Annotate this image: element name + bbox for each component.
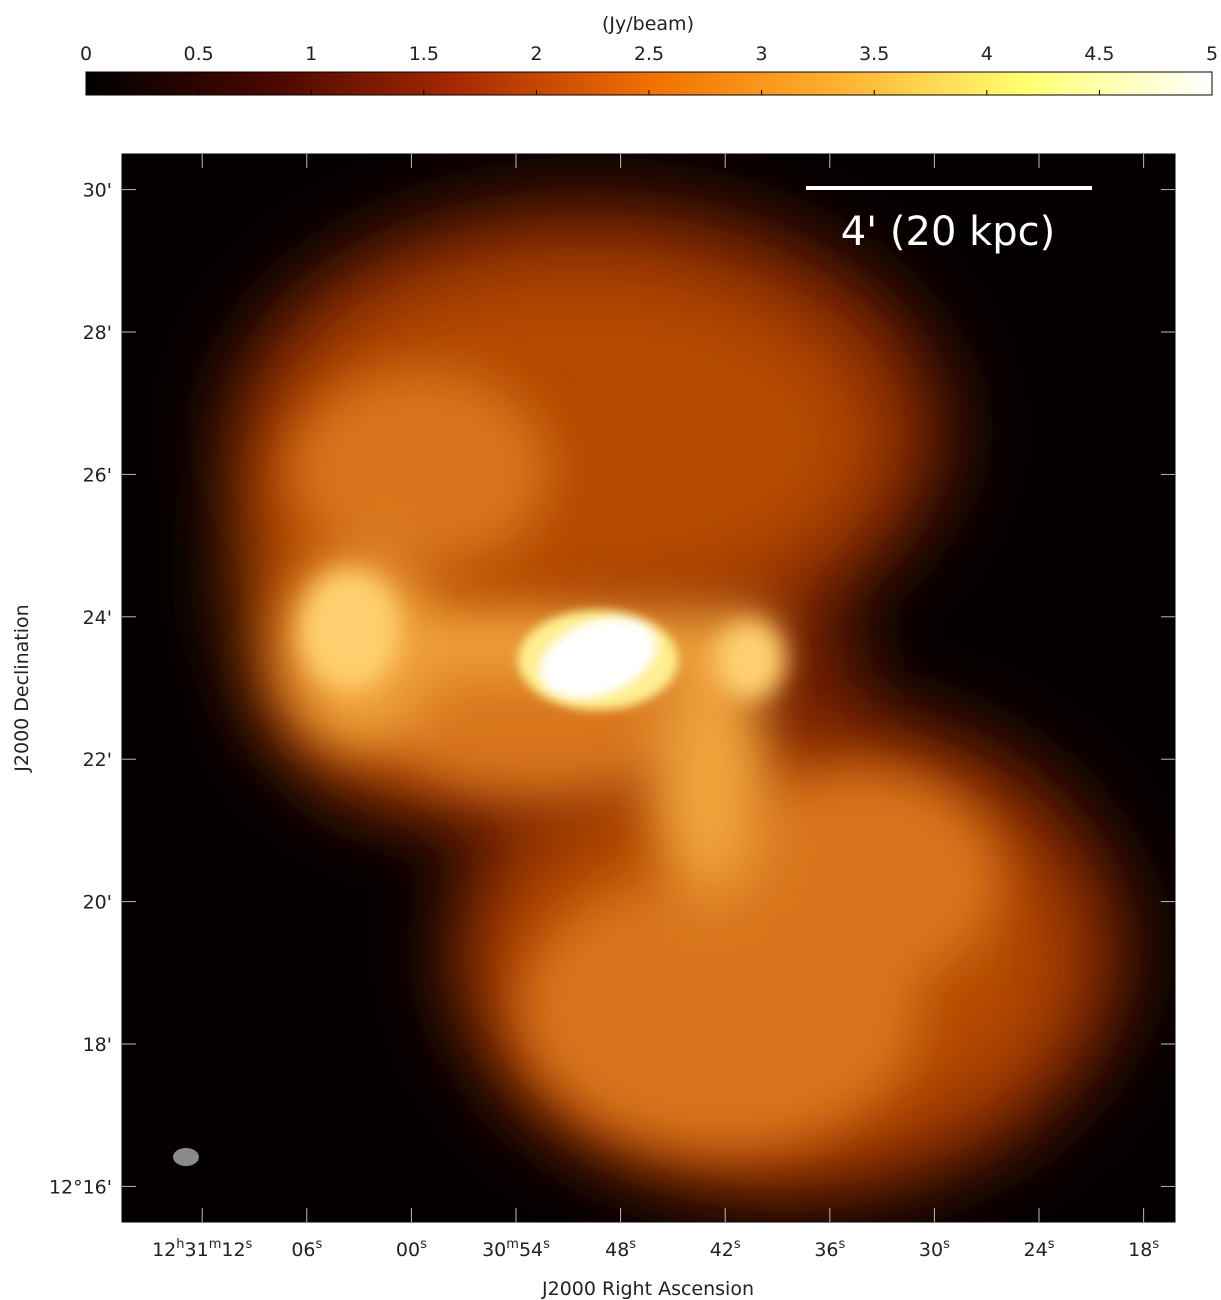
x-tick-label: 42s: [710, 1237, 741, 1261]
y-tick-label: 26': [83, 464, 112, 486]
colorbar-tick-label: 0: [80, 43, 92, 65]
x-tick-label: 36s: [814, 1237, 845, 1261]
y-tick-label: 18': [83, 1034, 112, 1056]
colorbar-tick-label: 4: [981, 43, 993, 65]
scale-label: 4' (20 kpc): [841, 209, 1056, 255]
y-axis-label: J2000 Declination: [11, 604, 33, 772]
x-tick-label: 00s: [396, 1237, 427, 1261]
beam: [173, 1148, 199, 1166]
colorbar-tick-label: 1.5: [409, 43, 439, 65]
colorbar-label: (Jy/beam): [602, 13, 694, 35]
x-tick-label: 24s: [1024, 1237, 1055, 1261]
x-tick-label: 30m54s: [482, 1237, 550, 1261]
x-tick-label: 18s: [1128, 1237, 1159, 1261]
colorbar-tick-label: 5: [1206, 43, 1218, 65]
y-tick-label: 24': [83, 607, 112, 629]
x-tick-label: 12h31m12s: [152, 1237, 252, 1261]
x-tick-label: 30s: [919, 1237, 950, 1261]
colorbar-tick-label: 0.5: [183, 43, 213, 65]
colorbar-tick-label: 3.5: [859, 43, 889, 65]
y-tick-label: 28': [83, 322, 112, 344]
plot-frame: [121, 153, 1176, 1223]
colorbar-tick-label: 3: [756, 43, 768, 65]
colorbar-tick-label: 4.5: [1084, 43, 1114, 65]
y-tick-label: 12°16': [49, 1176, 112, 1198]
y-tick-label: 30': [83, 180, 112, 202]
colorbar-tick-label: 2: [530, 43, 542, 65]
x-tick-label: 06s: [291, 1237, 322, 1261]
colorbar-tick-label: 2.5: [634, 43, 664, 65]
x-tick-label: 48s: [605, 1237, 636, 1261]
y-tick-label: 20': [83, 892, 112, 914]
y-tick-label: 22': [83, 749, 112, 771]
x-axis-label: J2000 Right Ascension: [541, 1278, 754, 1300]
radio-image: 4' (20 kpc): [122, 154, 1175, 1222]
colorbar-tick-label: 1: [305, 43, 317, 65]
